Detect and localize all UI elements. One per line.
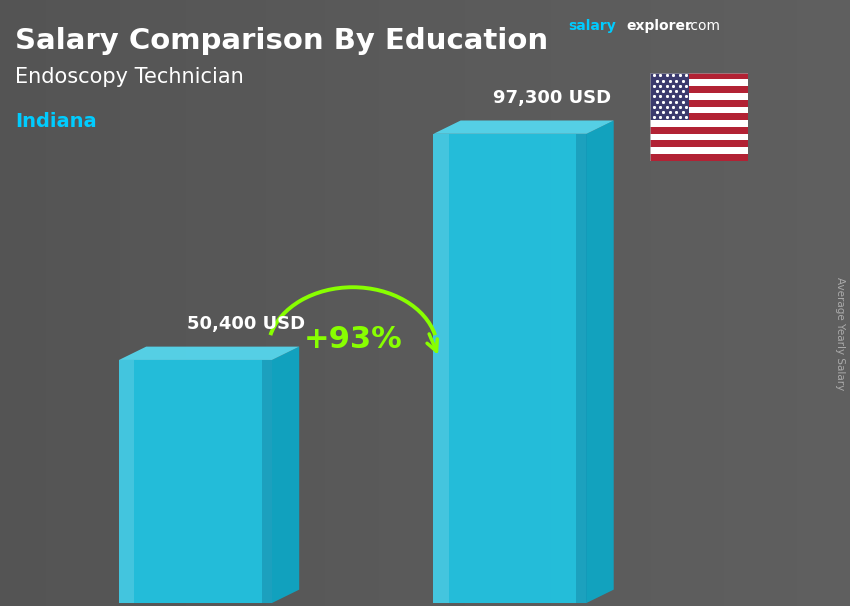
Polygon shape bbox=[119, 360, 134, 603]
Polygon shape bbox=[434, 121, 614, 134]
Bar bbox=[650, 113, 748, 120]
Polygon shape bbox=[272, 347, 299, 603]
Text: +93%: +93% bbox=[303, 325, 402, 355]
Text: explorer: explorer bbox=[626, 19, 692, 33]
Text: Average Yearly Salary: Average Yearly Salary bbox=[835, 277, 845, 390]
Text: salary: salary bbox=[568, 19, 615, 33]
Bar bbox=[650, 100, 748, 107]
Polygon shape bbox=[576, 134, 586, 603]
Bar bbox=[650, 133, 748, 141]
Polygon shape bbox=[119, 347, 299, 360]
Text: Salary Comparison By Education: Salary Comparison By Education bbox=[15, 27, 548, 55]
Bar bbox=[650, 127, 748, 133]
Bar bbox=[650, 107, 748, 113]
Bar bbox=[650, 73, 689, 120]
Text: 50,400 USD: 50,400 USD bbox=[187, 315, 305, 333]
Bar bbox=[650, 154, 748, 161]
Polygon shape bbox=[586, 121, 614, 603]
Polygon shape bbox=[434, 134, 586, 603]
Bar bbox=[650, 141, 748, 147]
Bar bbox=[650, 120, 748, 127]
Bar bbox=[650, 147, 748, 154]
Polygon shape bbox=[119, 360, 272, 603]
Bar bbox=[650, 93, 748, 100]
Polygon shape bbox=[262, 360, 272, 603]
Bar bbox=[650, 73, 748, 79]
Text: Indiana: Indiana bbox=[15, 112, 97, 131]
Text: .com: .com bbox=[687, 19, 721, 33]
Bar bbox=[650, 79, 748, 86]
Polygon shape bbox=[434, 134, 449, 603]
Bar bbox=[650, 86, 748, 93]
Text: 97,300 USD: 97,300 USD bbox=[493, 88, 611, 107]
Text: Endoscopy Technician: Endoscopy Technician bbox=[15, 67, 244, 87]
